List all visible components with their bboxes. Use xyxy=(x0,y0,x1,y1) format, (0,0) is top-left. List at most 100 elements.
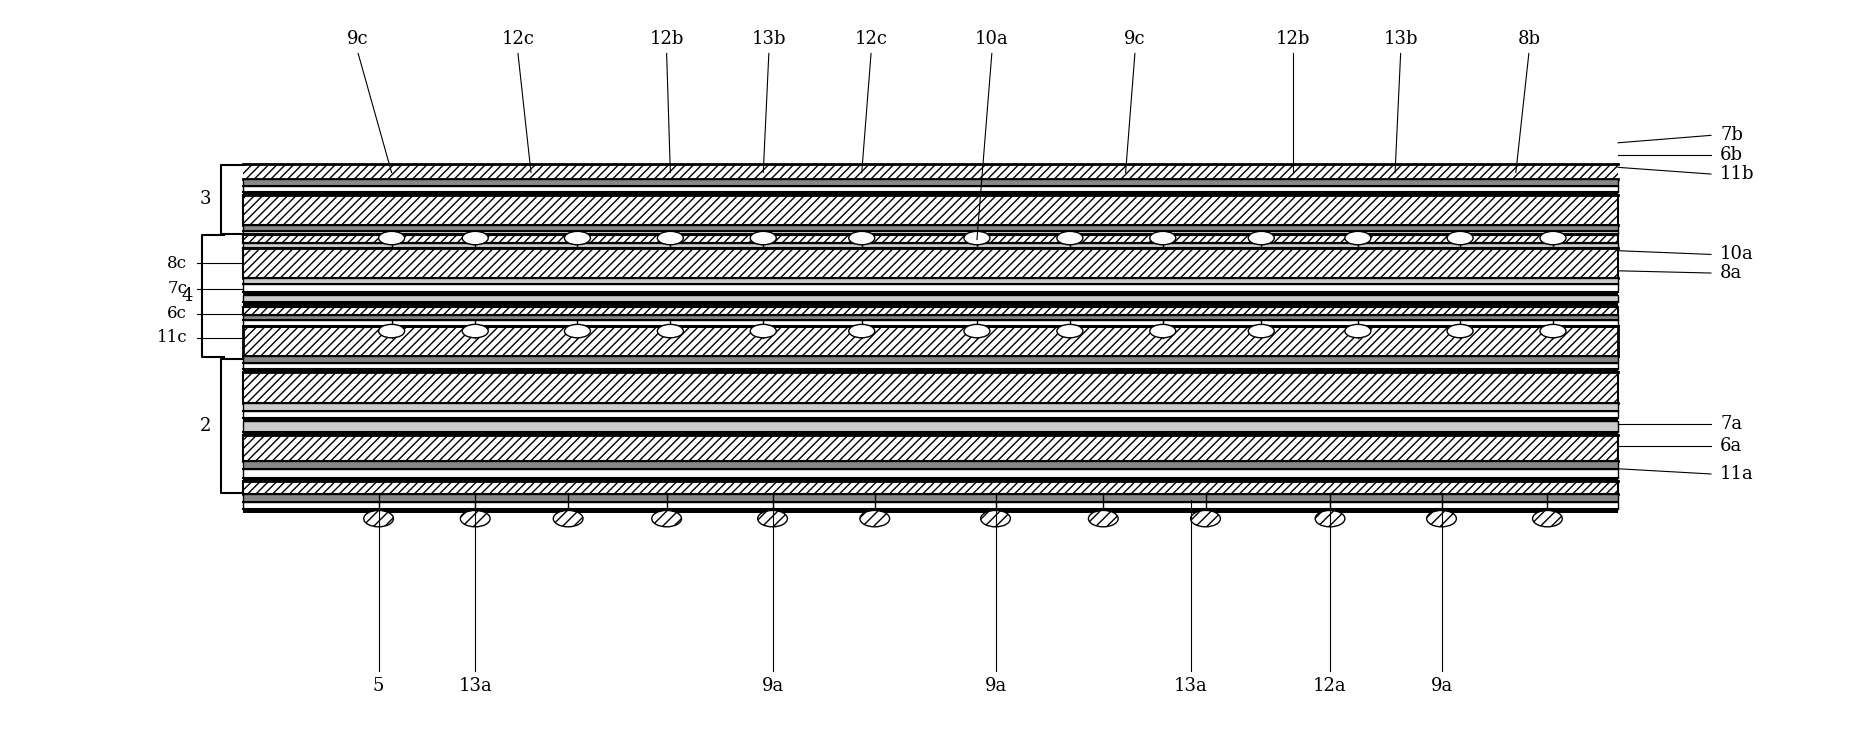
Text: 9c: 9c xyxy=(348,30,368,48)
Text: 8b: 8b xyxy=(1517,30,1541,48)
Ellipse shape xyxy=(750,232,776,245)
Text: 9a: 9a xyxy=(984,677,1007,695)
Ellipse shape xyxy=(1448,324,1474,338)
Ellipse shape xyxy=(849,232,875,245)
Bar xyxy=(244,294,1617,302)
Bar xyxy=(244,403,1617,411)
Text: 9c: 9c xyxy=(1124,30,1146,48)
Bar xyxy=(244,432,1617,435)
Text: 9a: 9a xyxy=(761,677,783,695)
Bar xyxy=(244,477,1617,481)
Bar xyxy=(244,306,1617,315)
Bar xyxy=(244,481,1617,494)
Text: 3: 3 xyxy=(199,190,212,208)
Ellipse shape xyxy=(1249,324,1275,338)
Text: 7a: 7a xyxy=(1720,415,1742,433)
Bar xyxy=(244,421,1617,432)
Ellipse shape xyxy=(1316,510,1346,527)
Ellipse shape xyxy=(1057,232,1083,245)
Text: 7c: 7c xyxy=(167,280,188,297)
Text: 12b: 12b xyxy=(1275,30,1310,48)
Bar xyxy=(244,225,1617,231)
Text: 6b: 6b xyxy=(1720,146,1744,164)
Bar xyxy=(244,509,1617,513)
Text: 13b: 13b xyxy=(1383,30,1418,48)
Bar xyxy=(244,435,1617,462)
Bar xyxy=(244,284,1617,291)
Ellipse shape xyxy=(363,510,393,527)
Ellipse shape xyxy=(1057,324,1083,338)
Ellipse shape xyxy=(750,324,776,338)
Ellipse shape xyxy=(462,232,488,245)
Ellipse shape xyxy=(462,324,488,338)
Bar xyxy=(244,418,1617,421)
Ellipse shape xyxy=(1533,510,1561,527)
Ellipse shape xyxy=(564,324,590,338)
Ellipse shape xyxy=(1150,324,1176,338)
Ellipse shape xyxy=(964,324,990,338)
Text: 11c: 11c xyxy=(156,329,188,347)
Ellipse shape xyxy=(849,324,875,338)
Bar xyxy=(244,315,1617,320)
Text: 12c: 12c xyxy=(854,30,888,48)
Ellipse shape xyxy=(1541,232,1565,245)
Bar xyxy=(244,164,1617,179)
Bar xyxy=(244,235,1617,243)
Bar xyxy=(244,494,1617,501)
Text: 12a: 12a xyxy=(1314,677,1347,695)
Ellipse shape xyxy=(651,510,681,527)
Ellipse shape xyxy=(1427,510,1457,527)
Bar xyxy=(244,192,1617,195)
Ellipse shape xyxy=(757,510,787,527)
Bar xyxy=(244,363,1617,369)
Text: 2: 2 xyxy=(199,417,212,435)
Ellipse shape xyxy=(460,510,489,527)
Bar xyxy=(244,469,1617,477)
Ellipse shape xyxy=(564,232,590,245)
Text: 11a: 11a xyxy=(1720,465,1755,483)
Ellipse shape xyxy=(1346,232,1372,245)
Text: 8c: 8c xyxy=(167,255,188,272)
Bar xyxy=(244,186,1617,192)
Text: 6a: 6a xyxy=(1720,437,1742,455)
Ellipse shape xyxy=(1089,510,1118,527)
Ellipse shape xyxy=(981,510,1011,527)
Text: 4: 4 xyxy=(181,287,194,305)
Ellipse shape xyxy=(1541,324,1565,338)
Ellipse shape xyxy=(657,232,683,245)
Bar xyxy=(244,249,1617,278)
Text: 11b: 11b xyxy=(1720,165,1755,183)
Ellipse shape xyxy=(553,510,582,527)
Bar xyxy=(244,501,1617,509)
Text: 5: 5 xyxy=(372,677,383,695)
Bar xyxy=(244,231,1617,234)
Ellipse shape xyxy=(378,324,404,338)
Ellipse shape xyxy=(1150,232,1176,245)
Text: 7b: 7b xyxy=(1720,126,1744,144)
Bar xyxy=(244,411,1617,418)
Ellipse shape xyxy=(964,232,990,245)
Ellipse shape xyxy=(1346,324,1372,338)
Bar xyxy=(244,164,1617,179)
Bar xyxy=(244,462,1617,469)
Ellipse shape xyxy=(1448,232,1474,245)
Text: 9a: 9a xyxy=(1431,677,1453,695)
Bar xyxy=(244,291,1617,294)
Bar xyxy=(244,302,1617,306)
Bar xyxy=(244,243,1617,249)
Text: 10a: 10a xyxy=(1720,246,1755,264)
Text: 13a: 13a xyxy=(1174,677,1208,695)
Text: 12c: 12c xyxy=(501,30,534,48)
Ellipse shape xyxy=(1249,232,1275,245)
Text: 8a: 8a xyxy=(1720,264,1742,282)
Bar xyxy=(244,372,1617,403)
Ellipse shape xyxy=(860,510,890,527)
Bar xyxy=(244,195,1617,225)
Bar xyxy=(244,356,1617,363)
Text: 13b: 13b xyxy=(752,30,785,48)
Bar xyxy=(244,326,1617,356)
Bar xyxy=(244,320,1617,326)
Bar xyxy=(244,179,1617,186)
Ellipse shape xyxy=(657,324,683,338)
Bar xyxy=(244,278,1617,284)
